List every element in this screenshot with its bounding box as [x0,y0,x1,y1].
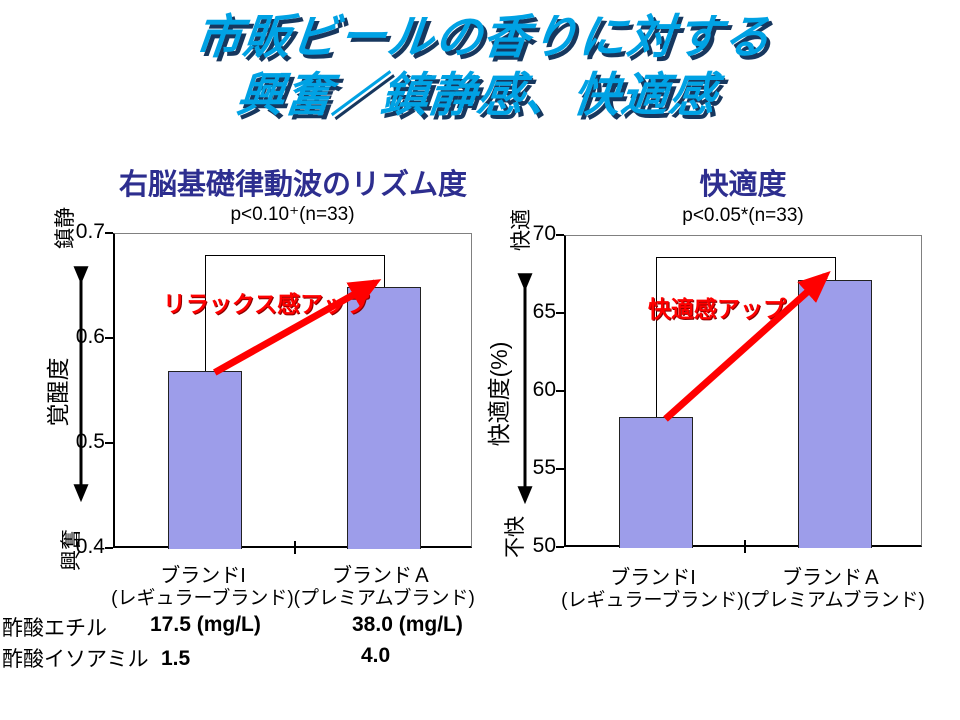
left-y-axis-name: 覚醒度 [45,357,71,427]
significance-bracket-left [204,255,206,371]
y-tick-label: 50 [532,534,556,557]
slide-title-line-1: 市販ビールの香りに対する [192,10,774,63]
y-tick-label: 65 [532,300,556,323]
y-tick-label: 60 [532,378,556,401]
right-chart-title: 快適度 [699,169,787,201]
y-tick-label: 55 [532,456,556,479]
left-plot-area [113,233,472,554]
y-tick-mark [105,232,113,234]
y-tick-label: 70 [532,222,556,245]
significance-bracket-right [384,255,386,287]
right-category-sublabels: (レギュラーブランド)(プレミアムブランド) [561,590,925,611]
left-chart-annotation: リラックス感アップ [162,291,370,317]
left-category-sublabels: (レギュラーブランド)(プレミアムブランド) [111,588,475,609]
right-chart-annotation: 快適感アップ [648,296,786,322]
left-chart-title: 右脳基礎律動波のリズム度 [118,169,467,201]
x-mid-tick [293,541,296,554]
y-tick-mark [105,547,113,549]
y-tick-mark [556,390,564,392]
significance-bracket-left [655,257,657,417]
table-value-isoamyl-acetate-brand-a: 4.0 [361,644,391,667]
table-value-ethyl-acetate-brand-i: 17.5 (mg/L) [150,613,261,636]
table-value-ethyl-acetate-brand-a: 38.0 (mg/L) [352,613,463,636]
y-tick-mark [556,546,564,548]
y-tick-mark [556,234,564,236]
y-tick-label: 0.6 [75,325,105,348]
slide-title: 市販ビールの香りに対する 興奮／鎮静感、快適感 [0,8,960,124]
significance-bracket-top [204,255,385,256]
left-category-brand-a: ブランドＡ [332,565,432,587]
y-tick-label: 0.4 [75,535,105,558]
bar-brand-i [618,416,693,548]
y-tick-mark [105,337,113,339]
right-chart-significance-label: p<0.05*(n=33) [682,205,804,226]
right-category-brand-a: ブランドＡ [782,567,882,589]
bar-brand-i [167,370,242,549]
bar-brand-a [347,286,422,549]
right-plot-area [564,235,922,553]
table-row-label-ethyl-acetate: 酢酸エチル [2,617,107,640]
y-tick-mark [556,468,564,470]
left-category-brand-i: ブランドI [160,565,246,587]
y-tick-mark [105,442,113,444]
x-mid-tick [744,540,746,553]
table-value-isoamyl-acetate-brand-i: 1.5 [161,647,191,670]
left-chart-significance-label: p<0.10⁺(n=33) [230,204,355,225]
y-tick-label: 0.7 [75,220,105,243]
y-tick-mark [556,312,564,314]
significance-bracket-top [655,257,835,258]
y-tick-label: 0.5 [75,430,105,453]
slide-title-line-2: 興奮／鎮静感、快適感 [234,68,720,121]
significance-bracket-right [834,257,836,280]
right-category-brand-i: ブランドI [610,567,696,589]
table-row-label-isoamyl-acetate: 酢酸イソアミル [2,648,149,671]
